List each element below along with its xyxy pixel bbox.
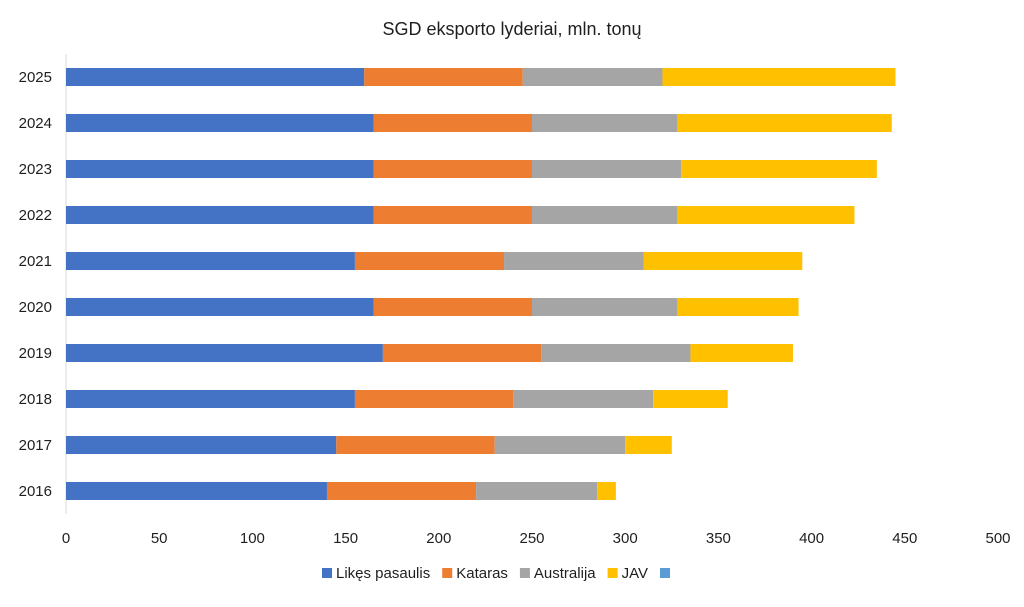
bar-segment: [382, 344, 542, 362]
y-tick-label: 2024: [19, 115, 52, 132]
bar-segment: [66, 114, 374, 132]
bar-segment: [643, 252, 803, 270]
x-tick-label: 200: [426, 530, 451, 547]
bar-segment: [532, 206, 678, 224]
x-tick-label: 250: [519, 530, 544, 547]
bar-segment: [354, 390, 514, 408]
legend-label: Kataras: [456, 565, 508, 582]
y-tick-label: 2019: [19, 345, 52, 362]
bar-segment: [681, 160, 877, 178]
legend-swatch: [442, 568, 453, 578]
y-tick-label: 2021: [19, 253, 52, 270]
bar-segment: [532, 160, 682, 178]
bar-segment: [66, 298, 374, 316]
y-tick-label: 2025: [19, 69, 52, 86]
bar-segment: [677, 298, 799, 316]
x-tick-label: 350: [706, 530, 731, 547]
x-tick-label: 100: [240, 530, 265, 547]
legend-swatch: [519, 568, 530, 578]
bar-segment: [677, 114, 892, 132]
bar-segment: [504, 252, 644, 270]
y-tick-label: 2023: [19, 161, 52, 178]
y-tick-label: 2018: [19, 391, 52, 408]
legend-swatch: [660, 568, 671, 578]
legend-label: Likęs pasaulis: [336, 565, 430, 582]
bar-segment: [326, 482, 477, 500]
x-tick-label: 500: [985, 530, 1010, 547]
legend-label: JAV: [622, 565, 648, 582]
legend-label: Australija: [534, 565, 596, 582]
bar-segment: [513, 390, 654, 408]
bar-segment: [66, 160, 374, 178]
x-tick-label: 150: [333, 530, 358, 547]
bar-segment: [66, 344, 383, 362]
y-tick-label: 2017: [19, 437, 52, 454]
bar-segment: [532, 298, 678, 316]
x-tick-label: 300: [613, 530, 638, 547]
bar-segment: [541, 344, 691, 362]
bar-segment: [625, 436, 672, 454]
bar-segment: [476, 482, 598, 500]
bar-segment: [373, 114, 532, 132]
x-tick-label: 450: [892, 530, 917, 547]
plot-area: 0 50 100 150 200 250 300 350 400 450 500 2016 2017 20…: [19, 54, 1011, 547]
bar-segment: [66, 68, 365, 86]
bar-segment: [532, 114, 678, 132]
chart-title: SGD eksporto lyderiai, mln. tonų: [382, 19, 641, 39]
bar-segment: [354, 252, 505, 270]
x-tick-label: 0: [62, 530, 70, 547]
legend-swatch: [607, 568, 618, 578]
x-tick-label: 50: [151, 530, 168, 547]
bar-segment: [662, 68, 896, 86]
bar-segment: [494, 436, 626, 454]
bar-segment: [66, 436, 337, 454]
bar-segment: [66, 390, 355, 408]
bar-segment: [597, 482, 616, 500]
bar-segment: [373, 298, 532, 316]
bar-segment: [373, 160, 532, 178]
bar-segment: [66, 482, 327, 500]
legend-swatch: [322, 568, 332, 578]
legend: Likęs pasaulis Kataras Australija JAV: [322, 565, 671, 582]
bar-segment: [364, 68, 523, 86]
bar-segment: [690, 344, 793, 362]
y-tick-label: 2016: [19, 483, 52, 500]
bar-segment: [66, 252, 355, 270]
bar-segment: [522, 68, 663, 86]
bar-segment: [66, 206, 374, 224]
bar-segment: [373, 206, 532, 224]
bar-segment: [653, 390, 728, 408]
bar-segment: [677, 206, 855, 224]
bar-segment: [336, 436, 495, 454]
x-tick-label: 400: [799, 530, 824, 547]
y-tick-label: 2020: [19, 299, 52, 316]
y-tick-label: 2022: [19, 207, 52, 224]
